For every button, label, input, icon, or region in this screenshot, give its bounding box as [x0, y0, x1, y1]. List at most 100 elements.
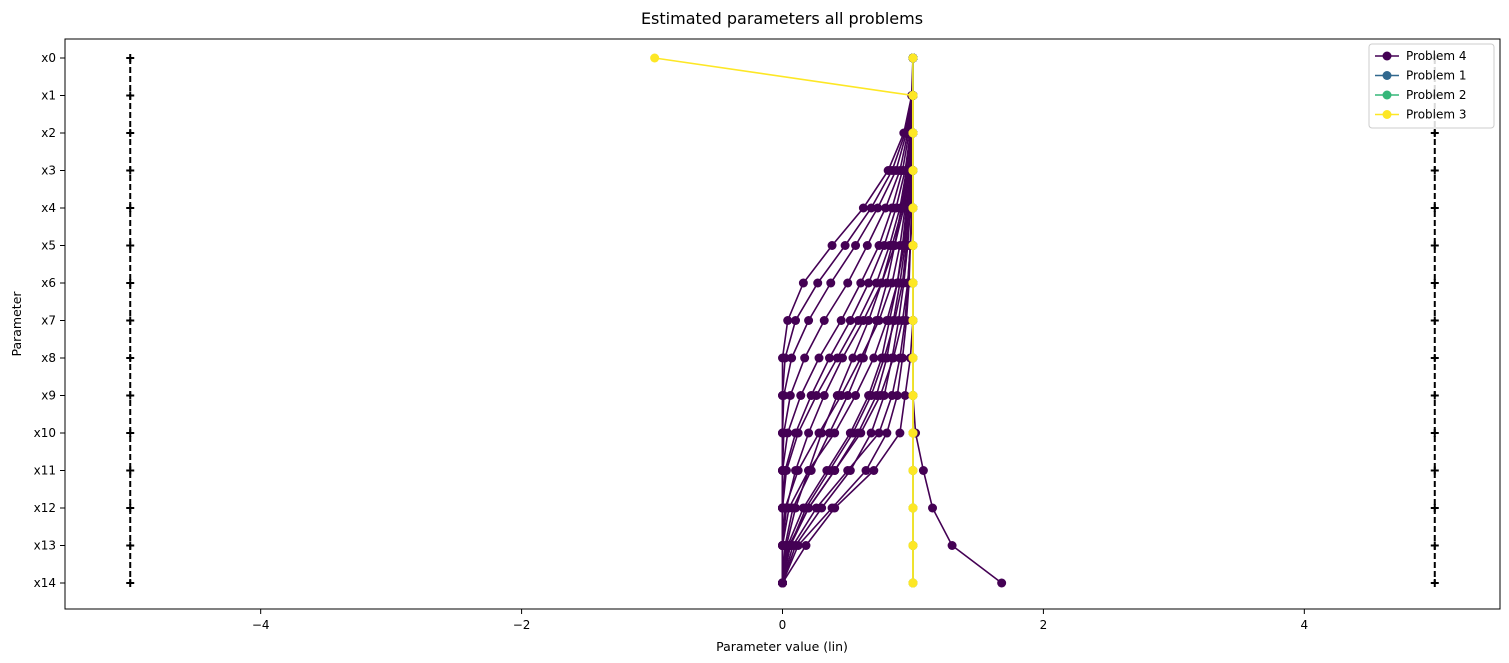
series-layer [650, 53, 1007, 588]
data-point [869, 466, 879, 475]
data-point [874, 428, 884, 438]
y-tick-label: x6 [41, 276, 56, 290]
x-tick-label: −2 [513, 618, 531, 632]
data-point [843, 466, 853, 475]
data-point [882, 428, 892, 438]
data-point [908, 578, 918, 588]
data-point [871, 391, 881, 400]
bound-marker [126, 204, 135, 212]
x-tick-label: 4 [1300, 618, 1308, 632]
y-tick-label: x9 [41, 389, 56, 403]
legend-swatch-marker [1382, 51, 1392, 61]
legend-box [1368, 43, 1495, 129]
data-point [778, 391, 787, 400]
data-point [899, 128, 909, 138]
legend: Problem 4 Problem 1 Problem 2 Problem 3 [1368, 43, 1495, 129]
bound-marker [126, 541, 135, 550]
data-point [796, 391, 806, 400]
data-point [873, 203, 883, 213]
data-point [814, 353, 824, 363]
data-point [879, 241, 889, 250]
data-point [804, 316, 814, 325]
data-point [908, 278, 918, 288]
data-point [827, 241, 837, 250]
x-axis-label: Parameter value (lin) [716, 639, 848, 654]
data-point [908, 353, 918, 363]
bound-marker [1430, 391, 1439, 400]
data-point [900, 391, 910, 400]
data-point [851, 241, 861, 250]
data-point [908, 391, 918, 400]
data-point [895, 428, 905, 438]
y-tick-label: x12 [34, 501, 56, 515]
data-point [908, 503, 918, 513]
data-point [908, 428, 918, 438]
data-point [862, 241, 872, 250]
data-point [856, 278, 866, 288]
x-tick-label: −4 [252, 618, 270, 632]
bound-marker [1430, 504, 1439, 512]
bound-marker [126, 504, 135, 512]
bound-marker [126, 354, 135, 362]
data-point [783, 316, 793, 325]
data-point [788, 503, 798, 513]
bound-marker [126, 579, 135, 587]
bound-marker [1430, 129, 1439, 137]
legend-swatch-marker [1382, 71, 1392, 80]
data-point [853, 428, 863, 438]
data-point [813, 278, 823, 288]
data-point [778, 503, 787, 513]
data-point [851, 391, 861, 400]
data-point [778, 353, 787, 363]
data-point [838, 353, 848, 363]
bound-marker [126, 166, 135, 175]
y-tick-label: x7 [41, 314, 56, 328]
data-point [824, 353, 834, 363]
data-point [811, 503, 821, 513]
bound-marker [1430, 316, 1439, 325]
data-point [778, 541, 787, 550]
data-point [832, 391, 842, 400]
legend-swatch-marker [1382, 90, 1392, 100]
data-point [858, 316, 868, 325]
data-point [928, 503, 938, 513]
bound-marker [126, 466, 135, 475]
data-point [827, 503, 837, 513]
bound-marker [1430, 204, 1439, 212]
data-point [900, 316, 910, 325]
legend-label: Problem 2 [1406, 88, 1467, 102]
legend-item: Problem 2 [1375, 88, 1467, 102]
bound-marker [126, 91, 135, 100]
data-point [858, 353, 868, 363]
data-point [819, 316, 829, 325]
data-point [780, 466, 790, 475]
data-point [804, 428, 814, 438]
data-point [918, 466, 928, 475]
data-point [804, 503, 814, 513]
data-point [883, 166, 893, 175]
data-point [858, 203, 868, 213]
x-axis: −4 −2 0 2 4 [252, 609, 1308, 632]
bound-marker [126, 429, 135, 437]
data-point [890, 241, 900, 250]
legend-item: Problem 1 [1375, 69, 1467, 83]
legend-label: Problem 3 [1406, 108, 1467, 122]
data-point [908, 91, 918, 100]
x-tick-label: 2 [1040, 618, 1048, 632]
series-line [912, 58, 1003, 584]
bound-marker [1430, 166, 1439, 175]
data-point [778, 578, 787, 588]
data-point [861, 466, 871, 475]
data-point [806, 466, 816, 475]
data-point [869, 353, 879, 363]
data-point [806, 391, 816, 400]
data-point [801, 541, 811, 550]
bound-marker [1430, 241, 1439, 250]
data-point [836, 316, 846, 325]
bound-marker [1430, 541, 1439, 550]
data-point [871, 316, 881, 325]
y-tick-label: x14 [34, 576, 56, 590]
data-point [888, 316, 898, 325]
bound-marker [126, 54, 135, 62]
data-point [819, 391, 829, 400]
